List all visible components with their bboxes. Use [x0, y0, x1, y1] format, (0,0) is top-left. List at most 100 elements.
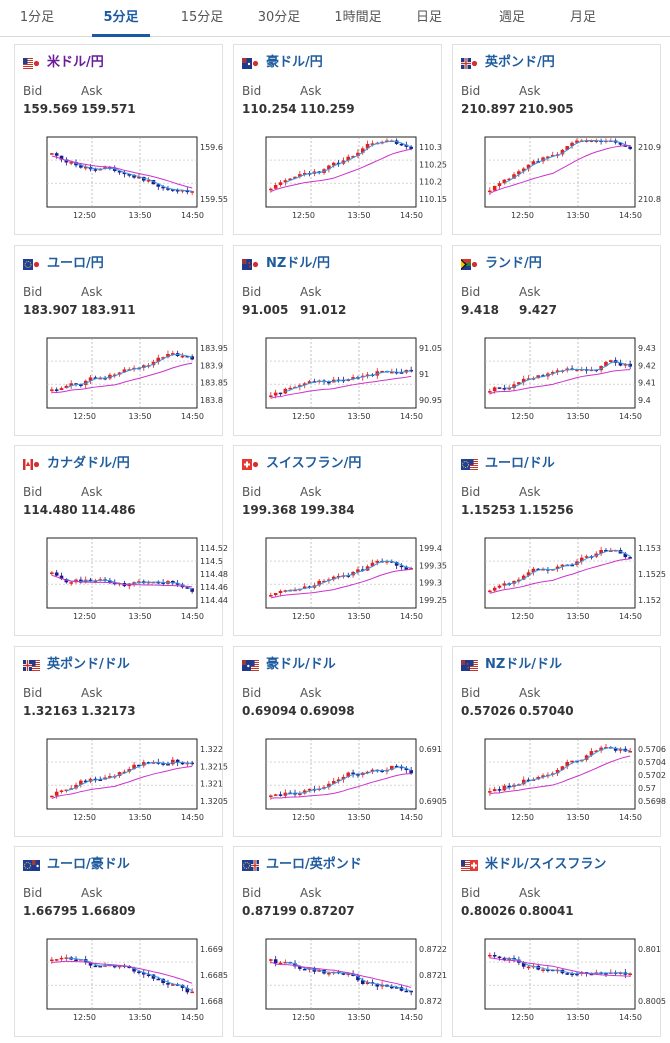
price-chart[interactable]: 1.669 1.6685 1.668 12:50 13:50 14:50 [29, 935, 228, 1027]
pair-name[interactable]: NZドル/円 [266, 256, 331, 271]
price-chart[interactable]: 1.322 1.3215 1.321 1.3205 12:50 13:50 14:50 [29, 735, 228, 827]
candle-body [497, 789, 502, 791]
x-tick-label: 13:50 [566, 211, 589, 220]
candle-body [69, 582, 73, 584]
candle-body [550, 371, 555, 374]
y-tick-label: 114.44 [200, 596, 228, 605]
candle-body [628, 557, 632, 559]
price-chart[interactable]: 114.52 114.5 114.48 114.46 114.44 12:50 13:50 1… [29, 534, 228, 626]
rate-card[interactable]: ユーロ/豪ドル Bid Ask 1.66795 1.66809 1.669 1.6… [14, 846, 228, 1037]
candle-body [351, 571, 355, 576]
rate-card[interactable]: 豪ドル/ドル Bid Ask 0.69094 0.69098 0.691 0.69… [233, 646, 447, 837]
pair-name[interactable]: ユーロ/英ポンド [266, 857, 362, 872]
price-chart[interactable]: 1.153 1.1525 1.152 12:50 13:50 14:50 [467, 534, 666, 626]
candle-body [273, 593, 278, 596]
candle-body [356, 569, 360, 572]
card-header: 米ドル/スイスフラン [461, 855, 656, 875]
price-chart[interactable]: 0.8722 0.8721 0.872 12:50 13:50 14:50 [248, 935, 447, 1027]
price-chart[interactable]: 9.43 9.42 9.41 9.4 12:50 13:50 14:50 [467, 334, 659, 426]
candle-body [409, 770, 413, 774]
tab-6[interactable]: 週足 [498, 10, 525, 25]
tab-7[interactable]: 月足 [569, 10, 596, 25]
candle-body [365, 982, 370, 985]
pair-name[interactable]: 米ドル/スイスフラン [485, 857, 607, 872]
x-tick-label: 13:50 [347, 813, 370, 822]
x-tick-label: 14:50 [400, 612, 423, 621]
rate-card[interactable]: 豪ドル/円 Bid Ask 110.254 110.259 110.3 110.2… [233, 44, 447, 235]
rate-card[interactable]: ユーロ/ドル Bid Ask 1.15253 1.15256 1.153 1.15… [452, 445, 666, 636]
candle-body [59, 155, 64, 160]
rate-card[interactable]: スイスフラン/円 Bid Ask 199.368 199.384 199.4 19… [233, 445, 447, 636]
tab-4[interactable]: 1時間足 [334, 10, 382, 25]
candle-body [161, 357, 165, 359]
card-header: 米ドル/円 [23, 53, 218, 73]
price-chart[interactable]: 210.9 210.8 12:50 13:50 14:50 [467, 133, 661, 225]
x-tick-label: 12:50 [73, 412, 96, 421]
ma-long-line [489, 369, 631, 395]
price-chart[interactable]: 159.6 159.55 12:50 13:50 14:50 [29, 133, 228, 225]
ask-value: 0.69098 [300, 704, 355, 718]
candle-body [365, 143, 370, 149]
pair-name[interactable]: ユーロ/円 [47, 256, 104, 271]
ask-value: 1.66809 [81, 904, 136, 918]
bid-value: 0.87199 [242, 904, 297, 918]
tab-5[interactable]: 日足 [415, 10, 442, 25]
candle-body [117, 772, 122, 776]
candle-body [570, 564, 574, 567]
candle-body [409, 369, 413, 372]
rate-card[interactable]: ユーロ/英ポンド Bid Ask 0.87199 0.87207 0.8722 0… [233, 846, 447, 1037]
price-chart[interactable]: 0.801 0.8005 12:50 13:50 14:50 [467, 935, 666, 1027]
candle-body [594, 140, 599, 142]
tab-0[interactable]: 1分足 [19, 10, 55, 25]
y-tick-label: 0.872 [419, 997, 442, 1006]
pair-name[interactable]: カナダドル/円 [47, 456, 130, 471]
price-chart[interactable]: 0.691 0.6905 12:50 13:50 14:50 [248, 735, 447, 827]
price-chart[interactable]: 110.3 110.25 110.2 110.15 12:50 13:50 14:50 [248, 133, 447, 225]
ma-short-line [66, 578, 193, 590]
pair-name[interactable]: 米ドル/円 [47, 55, 104, 70]
ask-label: Ask [300, 285, 322, 299]
candle-body [565, 762, 570, 767]
candle-body [555, 566, 560, 570]
pair-name[interactable]: ユーロ/豪ドル [47, 857, 130, 872]
candle-body [122, 172, 127, 175]
pair-name[interactable]: ランド/円 [485, 256, 542, 271]
pair-name[interactable]: 英ポンド/ドル [47, 657, 130, 672]
pair-name[interactable]: 豪ドル/ドル [266, 657, 336, 672]
ma-short-line [504, 549, 631, 587]
tab-1[interactable]: 5分足 [92, 0, 150, 37]
candle-body [488, 391, 492, 393]
candle-body [594, 750, 599, 753]
pair-name[interactable]: NZドル/ドル [485, 657, 563, 672]
candle-body [161, 978, 165, 983]
rate-card[interactable]: ユーロ/円 Bid Ask 183.907 183.911 183.95 183.… [14, 245, 228, 436]
chart-svg: 159.6 159.55 12:50 13:50 14:50 [46, 136, 228, 220]
candle-body [185, 355, 190, 358]
price-chart[interactable]: 183.95 183.9 183.85 183.8 12:50 13:50 14:50 [29, 334, 228, 426]
rate-card[interactable]: 米ドル/スイスフラン Bid Ask 0.80026 0.80041 0.801… [452, 846, 666, 1037]
pair-name[interactable]: スイスフラン/円 [266, 456, 362, 471]
rate-card[interactable]: ランド/円 Bid Ask 9.418 9.427 9.43 9.42 9.41 9.… [452, 245, 661, 436]
pair-name[interactable]: 英ポンド/円 [485, 55, 555, 70]
rate-card[interactable]: カナダドル/円 Bid Ask 114.480 114.486 114.52 11… [14, 445, 228, 636]
y-tick-label: 91 [419, 370, 429, 379]
candle-body [137, 764, 141, 767]
candle-body [278, 590, 283, 594]
price-chart[interactable]: 91.05 91 90.95 12:50 13:50 14:50 [248, 334, 442, 426]
price-chart[interactable]: 0.5706 0.5704 0.5702 0.57 0.5698 12:50 13:50 14… [467, 735, 666, 827]
candle-body [54, 153, 59, 156]
rate-card[interactable]: NZドル/ドル Bid Ask 0.57026 0.57040 0.5706 0.… [452, 646, 666, 837]
tab-2[interactable]: 15分足 [180, 10, 224, 25]
tab-3[interactable]: 30分足 [257, 10, 301, 25]
rate-card[interactable]: 英ポンド/円 Bid Ask 210.897 210.905 210.9 210.… [452, 44, 661, 235]
candle-body [584, 556, 589, 558]
candle-body [180, 762, 185, 765]
pair-name[interactable]: 豪ドル/円 [266, 55, 323, 70]
pair-name[interactable]: ユーロ/ドル [485, 456, 555, 471]
rate-card[interactable]: 英ポンド/ドル Bid Ask 1.32163 1.32173 1.322 1.3… [14, 646, 228, 837]
candle-body [409, 990, 413, 993]
chart-svg: 1.669 1.6685 1.668 12:50 13:50 14:50 [46, 938, 228, 1022]
price-chart[interactable]: 199.4 199.35 199.3 199.25 12:50 13:50 14:50 [248, 534, 447, 626]
rate-card[interactable]: 米ドル/円 Bid Ask 159.569 159.571 159.6 159.5… [14, 44, 228, 235]
rate-card[interactable]: NZドル/円 Bid Ask 91.005 91.012 91.05 91 90.9… [233, 245, 442, 436]
